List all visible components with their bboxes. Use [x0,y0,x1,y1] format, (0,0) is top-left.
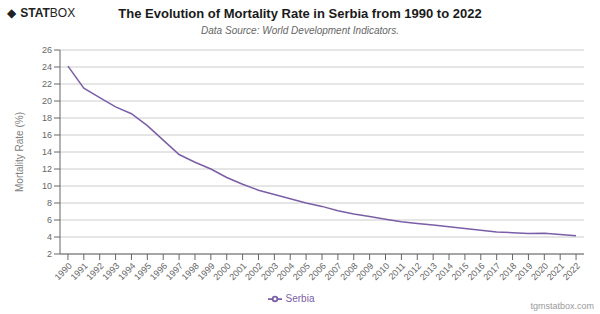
svg-text:2009: 2009 [354,260,376,283]
svg-text:18: 18 [42,113,52,123]
html-text:tgmstatbox.com: tgmstatbox.com [530,301,594,311]
svg-text:2014: 2014 [433,260,455,283]
svg-text:6: 6 [47,215,52,225]
svg-text:1993: 1993 [100,260,122,283]
svg-text:1995: 1995 [132,260,154,283]
html-text:Serbia: Serbia [285,292,315,304]
svg-text:2016: 2016 [465,260,487,283]
svg-text:2017: 2017 [481,260,503,283]
svg-text:2008: 2008 [338,260,360,283]
svg-text:2013: 2013 [417,260,440,283]
svg-text:1991: 1991 [68,260,90,283]
svg-text:1996: 1996 [147,260,170,283]
svg-text:2010: 2010 [370,260,392,283]
svg-text:2006: 2006 [306,260,328,283]
svg-text:1997: 1997 [163,260,185,283]
svg-text:2019: 2019 [513,260,535,283]
svg-text:1992: 1992 [84,260,106,283]
svg-text:2012: 2012 [402,260,424,283]
svg-text:2011: 2011 [386,260,408,282]
svg-text:2020: 2020 [529,260,551,283]
html-text:Data Source: World Development: Data Source: World Development Indicator… [201,25,399,36]
svg-text:14: 14 [42,147,52,157]
svg-text:8: 8 [47,198,52,208]
svg-text:1998: 1998 [179,260,201,283]
svg-text:10: 10 [42,181,52,191]
svg-text:2000: 2000 [211,260,233,283]
svg-text:1994: 1994 [116,260,138,283]
svg-text:2003: 2003 [259,260,281,283]
svg-text:12: 12 [42,164,52,174]
svg-text:2021: 2021 [544,260,567,283]
svg-text:2001: 2001 [227,260,249,283]
svg-text:24: 24 [42,62,52,72]
svg-text:1990: 1990 [52,260,74,283]
svg-text:1999: 1999 [195,260,217,283]
svg-text:16: 16 [42,130,52,140]
svg-text:2015: 2015 [449,260,471,283]
svg-text:2007: 2007 [322,260,344,283]
svg-text:26: 26 [42,45,52,55]
svg-text:2004: 2004 [274,260,297,283]
svg-text:2022: 2022 [561,261,582,282]
svg-text:2018: 2018 [497,260,519,283]
svg-text:20: 20 [42,96,52,106]
svg-text:2002: 2002 [243,260,265,283]
svg-text:4: 4 [47,232,52,242]
html-text:The Evolution of Mortality Rat: The Evolution of Mortality Rate in Serbi… [118,6,482,21]
html-text:◆ STAT BOX: ◆ STAT BOX [7,6,76,20]
svg-text:2005: 2005 [290,260,313,283]
svg-text:22: 22 [42,79,52,89]
svg-text:2: 2 [47,249,52,259]
svg-text:Mortality Rate (%): Mortality Rate (%) [14,112,25,192]
